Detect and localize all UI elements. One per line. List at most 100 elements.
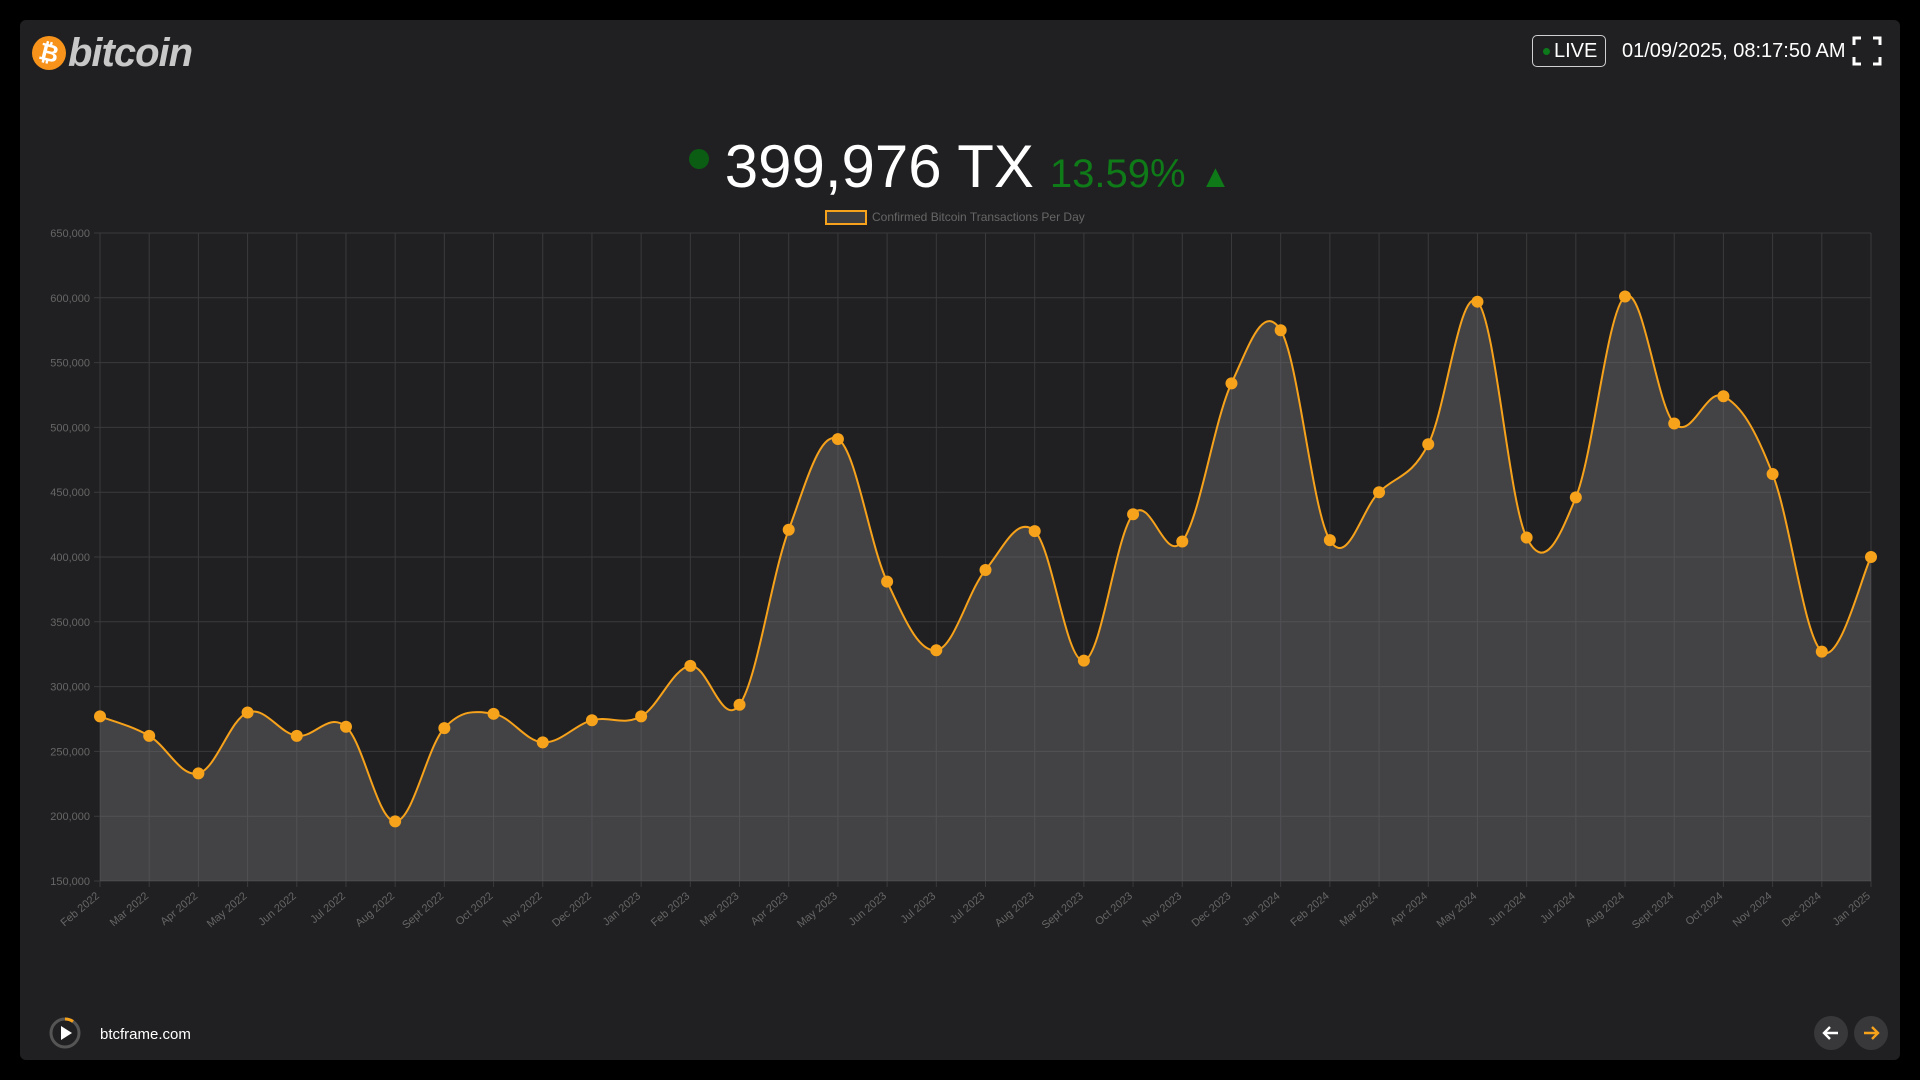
x-tick-label: Jul 2024 — [1538, 890, 1578, 926]
y-tick-label: 300,000 — [50, 682, 90, 694]
y-tick-label: 550,000 — [50, 358, 90, 370]
data-point — [1225, 377, 1238, 390]
data-point — [585, 714, 598, 727]
x-tick-label: Feb 2023 — [649, 890, 692, 929]
arrow-left-icon — [1822, 1026, 1838, 1040]
fullscreen-icon[interactable] — [1852, 35, 1882, 67]
live-dot-icon — [1543, 47, 1550, 55]
x-tick-label: Apr 2023 — [749, 890, 791, 928]
data-point — [487, 707, 500, 720]
x-tick-label: Aug 2024 — [1583, 890, 1627, 929]
headline: 399,976 TX 13.59% ▲ — [20, 132, 1900, 202]
y-tick-label: 150,000 — [50, 876, 90, 888]
data-point — [635, 710, 648, 723]
data-point — [1127, 508, 1140, 521]
x-tick-label: Jun 2022 — [256, 890, 298, 928]
data-point — [1717, 390, 1730, 403]
data-point — [881, 575, 894, 588]
legend-swatch — [825, 210, 867, 225]
data-point — [782, 523, 795, 536]
play-button[interactable] — [48, 1016, 82, 1050]
y-tick-label: 650,000 — [50, 228, 90, 240]
y-tick-label: 500,000 — [50, 422, 90, 434]
data-point — [143, 729, 156, 742]
live-badge: LIVE — [1532, 35, 1607, 67]
app-frame: ₿ bitcoin LIVE 01/09/2025, 08:17:50 AM 3… — [20, 20, 1900, 1060]
data-point — [1569, 491, 1582, 504]
x-tick-label: Aug 2022 — [353, 890, 397, 929]
x-tick-label: May 2024 — [1435, 890, 1480, 930]
prev-button[interactable] — [1814, 1016, 1848, 1050]
y-tick-label: 350,000 — [50, 617, 90, 629]
x-axis: Feb 2022 Mar 2022 Apr 2022 May 2022 Jun 2022… — [59, 890, 1873, 931]
data-point — [979, 563, 992, 576]
x-tick-label: Oct 2023 — [1093, 890, 1135, 928]
x-tick-label: Jul 2023 — [948, 890, 988, 926]
data-point — [1471, 295, 1484, 308]
x-tick-label: Jun 2024 — [1486, 890, 1528, 928]
x-tick-label: Dec 2022 — [550, 890, 594, 929]
x-tick-label: May 2023 — [795, 890, 840, 930]
x-tick-label: Feb 2022 — [59, 890, 102, 929]
chart-legend: Confirmed Bitcoin Transactions Per Day — [825, 210, 1085, 225]
data-point — [1373, 486, 1386, 499]
x-tick-label: Jul 2022 — [308, 890, 348, 926]
data-point — [930, 644, 943, 657]
data-point — [1323, 534, 1336, 547]
data-point — [1028, 525, 1041, 538]
data-point — [241, 706, 254, 719]
chart-grid — [94, 232, 1872, 887]
x-tick-label: Aug 2023 — [993, 890, 1037, 929]
x-tick-label: Oct 2024 — [1683, 890, 1725, 928]
y-tick-label: 400,000 — [50, 552, 90, 564]
x-tick-label: Sept 2023 — [1040, 890, 1086, 931]
x-tick-label: Nov 2022 — [501, 890, 545, 929]
x-tick-label: Oct 2022 — [454, 890, 496, 928]
x-tick-label: Dec 2023 — [1190, 890, 1234, 929]
bitcoin-logo: ₿ bitcoin — [32, 30, 193, 76]
datetime: 01/09/2025, 08:17:50 AM — [1622, 40, 1846, 62]
y-tick-label: 450,000 — [50, 487, 90, 499]
data-point — [536, 736, 549, 749]
data-point — [438, 722, 451, 735]
tx-count: 399,976 TX — [724, 133, 1034, 200]
x-tick-label: Apr 2022 — [158, 890, 200, 928]
x-tick-label: Jan 2023 — [601, 890, 643, 928]
data-point — [733, 698, 746, 711]
x-tick-label: Jan 2025 — [1831, 890, 1873, 928]
status-dot-icon — [688, 149, 709, 169]
x-tick-label: Apr 2024 — [1388, 890, 1430, 928]
logo-text: bitcoin — [68, 30, 193, 75]
next-button[interactable] — [1854, 1016, 1888, 1050]
x-tick-label: Nov 2023 — [1140, 890, 1184, 929]
x-tick-label: Nov 2024 — [1731, 890, 1775, 929]
data-point — [1422, 438, 1435, 451]
x-tick-label: Jan 2024 — [1240, 890, 1282, 928]
data-point — [831, 433, 844, 446]
x-tick-label: Jun 2023 — [847, 890, 889, 928]
y-tick-label: 600,000 — [50, 293, 90, 305]
data-point — [1766, 468, 1779, 481]
x-tick-label: May 2022 — [205, 890, 250, 930]
x-tick-label: Mar 2024 — [1338, 890, 1381, 929]
data-point — [339, 720, 352, 733]
data-point — [1668, 417, 1681, 430]
x-tick-label: Mar 2023 — [698, 890, 741, 929]
play-icon — [61, 1026, 72, 1040]
transactions-chart: Confirmed Bitcoin Transactions Per Day 6… — [50, 210, 1877, 932]
up-arrow-icon: ▲ — [1199, 158, 1232, 194]
x-tick-label: Feb 2024 — [1288, 890, 1331, 929]
data-point — [1274, 324, 1287, 337]
series-area — [100, 295, 1871, 881]
data-point — [1865, 551, 1877, 563]
series-line — [99, 294, 1872, 823]
live-label: LIVE — [1554, 39, 1598, 62]
x-tick-label: Dec 2024 — [1780, 890, 1824, 929]
x-tick-label: Sept 2022 — [400, 890, 446, 931]
data-point — [684, 659, 697, 672]
y-tick-label: 250,000 — [50, 746, 90, 758]
site-link[interactable]: btcframe.com — [100, 1026, 191, 1043]
data-point — [389, 815, 402, 828]
data-point — [94, 710, 106, 723]
chart-series — [94, 290, 1877, 881]
